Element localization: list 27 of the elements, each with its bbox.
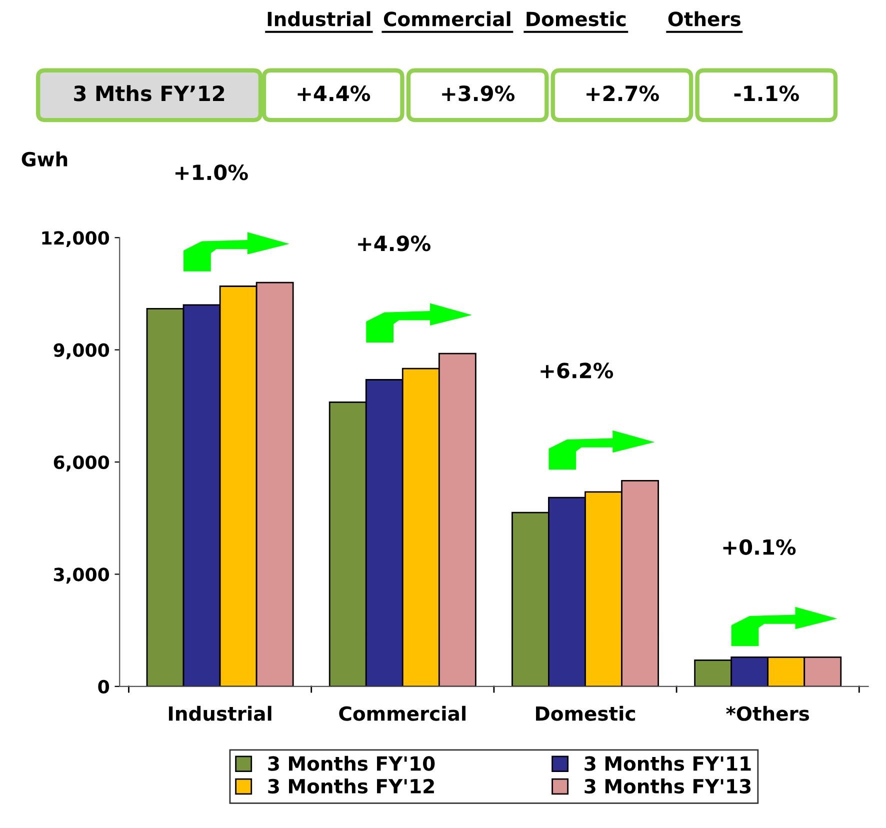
text: +4.4%: [298, 86, 370, 102]
legend-label: 3 Months FY'12: [268, 778, 434, 794]
legend-label: 3 Months FY'13: [584, 778, 751, 794]
legend-label: 3 Months FY'11: [584, 756, 751, 771]
annotation: +6.2%: [540, 362, 614, 378]
x-tick-label: Domestic: [536, 706, 635, 721]
y-tick-label: 6,000: [54, 455, 110, 472]
x-tick-label: Industrial: [168, 706, 272, 721]
text: +1.0%: [176, 164, 248, 180]
x-tick-label: *Others: [726, 706, 810, 721]
text: 3 Mths FY’12: [74, 85, 224, 102]
y-tick-label: 9,000: [54, 343, 110, 360]
annotation: +0.1%: [723, 539, 796, 555]
text: Others: [668, 11, 740, 26]
text: Industrial: [268, 11, 370, 26]
y-axis-title: Gwh: [22, 152, 68, 167]
text: -1.1%: [734, 86, 799, 102]
text: +3.9%: [442, 86, 515, 102]
x-tick-label: Commercial: [339, 706, 466, 721]
annotation: +4.9%: [358, 236, 430, 252]
text: Domestic: [526, 11, 626, 26]
text: +2.7%: [586, 86, 659, 102]
legend-label: 3 Months FY'10: [268, 756, 435, 771]
text: Commercial: [384, 11, 510, 26]
y-tick-label: 3,000: [54, 568, 110, 584]
y-tick-label: 0: [98, 680, 110, 694]
y-tick-label: 12,000: [42, 231, 110, 248]
